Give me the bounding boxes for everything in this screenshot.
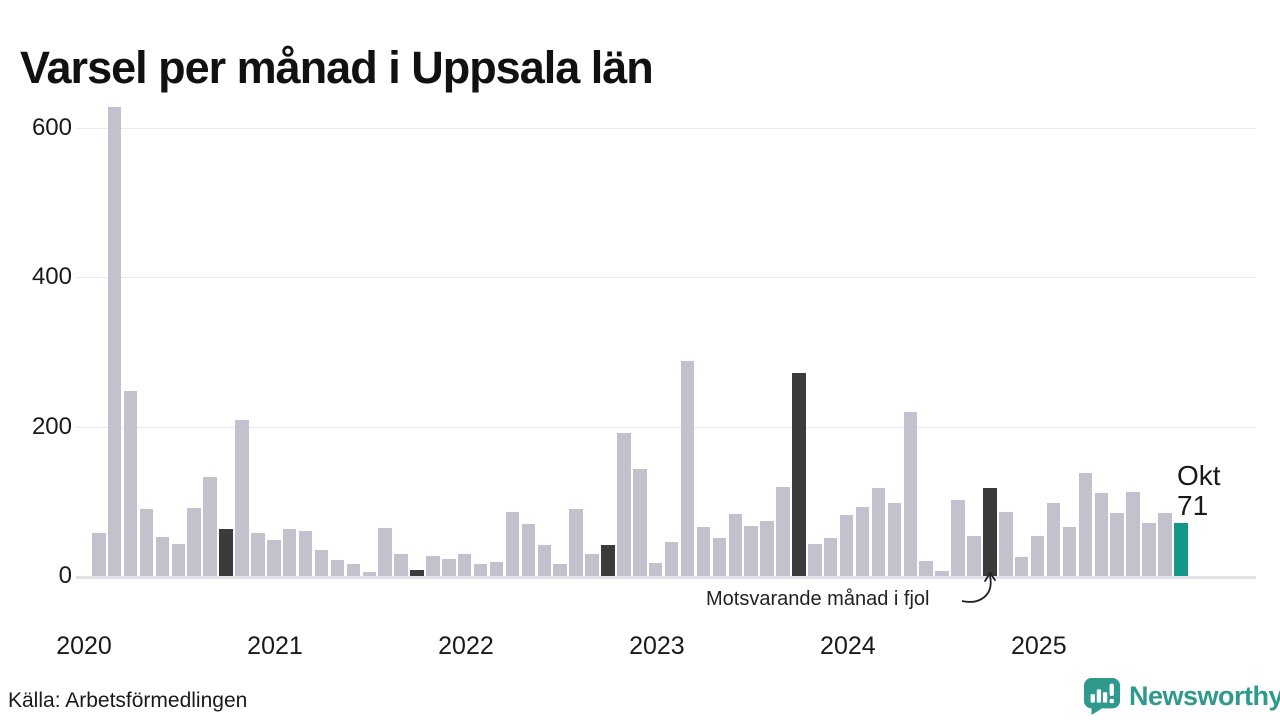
annotation-label: Motsvarande månad i fjol (706, 588, 930, 610)
bar (505, 511, 520, 576)
bar (887, 503, 902, 576)
bar (203, 477, 217, 576)
grid-line (76, 127, 1256, 129)
bar (187, 507, 201, 576)
bar (1094, 493, 1109, 576)
bar (442, 558, 456, 576)
bar (107, 106, 122, 576)
x-axis-label: 2020 (56, 632, 112, 660)
y-axis-label: 200 (31, 412, 72, 440)
bar (1158, 513, 1172, 576)
bar (951, 499, 965, 576)
bar (569, 508, 583, 576)
bar (171, 543, 186, 576)
bar (919, 561, 933, 576)
x-axis-label: 2025 (1011, 632, 1067, 660)
bar (728, 513, 743, 576)
grid-line (76, 426, 1256, 428)
x-axis-label: 2021 (247, 632, 303, 660)
current-bar-month: Okt (1177, 460, 1221, 491)
newsworthy-logo-text: Newsworthy (1129, 681, 1280, 711)
bar (617, 433, 631, 576)
bar (553, 564, 567, 576)
source-label: Källa: Arbetsförmedlingen (8, 689, 248, 712)
newsworthy-logo-icon (1083, 677, 1121, 716)
bar (999, 511, 1013, 576)
bar (235, 419, 249, 576)
last-year-month-bar (410, 570, 424, 576)
bar (1142, 522, 1156, 576)
newsworthy-logo[interactable]: Newsworthy (1083, 677, 1280, 716)
bar (330, 560, 345, 576)
bar (521, 523, 536, 576)
bar (712, 537, 727, 576)
bar (92, 533, 106, 576)
bar (394, 554, 408, 576)
current-bar-label: Okt 71 (1177, 461, 1221, 521)
bar (744, 525, 758, 576)
x-axis-label: 2023 (629, 632, 685, 660)
last-year-month-bar (983, 487, 997, 576)
bar (903, 412, 918, 576)
bar (123, 391, 138, 576)
bar (457, 553, 472, 576)
current-bar-value: 71 (1177, 490, 1209, 521)
bar (346, 564, 361, 576)
bar (871, 487, 886, 576)
bar (633, 469, 647, 576)
bar (314, 549, 329, 576)
bar (362, 571, 377, 576)
current-month-bar (1174, 522, 1188, 576)
chart-title: Varsel per månad i Uppsala län (20, 42, 654, 94)
y-axis-label: 400 (31, 263, 72, 290)
bar (935, 570, 949, 576)
x-axis-baseline (76, 576, 1256, 579)
bar (696, 527, 711, 576)
bar (664, 542, 679, 576)
bar (648, 563, 663, 576)
grid-line (76, 277, 1256, 278)
bar (282, 528, 297, 576)
bar (1014, 557, 1029, 576)
bar (1078, 472, 1093, 576)
bar (139, 509, 154, 576)
y-axis-label: 600 (31, 113, 72, 141)
last-year-month-bar (792, 373, 806, 576)
bar (251, 533, 265, 576)
bar (1030, 535, 1045, 576)
bar (823, 537, 838, 576)
bar (967, 535, 981, 576)
bar (426, 555, 440, 576)
bar (839, 515, 854, 576)
bar (855, 507, 870, 576)
last-year-month-bar (601, 544, 615, 576)
bar (1062, 526, 1077, 576)
bar (585, 553, 599, 576)
bar (776, 487, 790, 576)
bar (298, 531, 313, 576)
last-year-month-bar (219, 528, 233, 576)
bar (537, 544, 552, 576)
bar (1126, 492, 1140, 576)
bar (680, 361, 695, 576)
bar (808, 543, 822, 576)
bar (473, 564, 488, 576)
bar (489, 561, 504, 576)
bar (378, 528, 392, 576)
annotation-arrow-icon (961, 572, 996, 603)
y-axis-label: 0 (58, 562, 72, 589)
bar (760, 520, 774, 576)
bar (155, 537, 170, 576)
x-axis-label: 2022 (438, 632, 494, 660)
bar (267, 540, 281, 576)
bar (1046, 503, 1061, 576)
bar (1110, 513, 1124, 576)
x-axis-label: 2024 (820, 632, 876, 660)
